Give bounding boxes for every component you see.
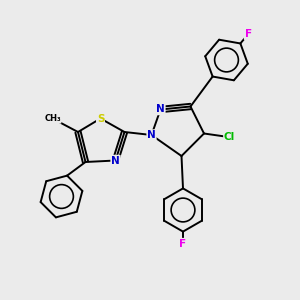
Text: N: N — [147, 130, 156, 140]
Text: CH₃: CH₃ — [44, 114, 61, 123]
Text: F: F — [179, 238, 187, 249]
Text: S: S — [97, 113, 104, 124]
Text: N: N — [111, 155, 120, 166]
Text: N: N — [156, 104, 165, 115]
Text: F: F — [244, 29, 252, 39]
Text: Cl: Cl — [224, 131, 235, 142]
